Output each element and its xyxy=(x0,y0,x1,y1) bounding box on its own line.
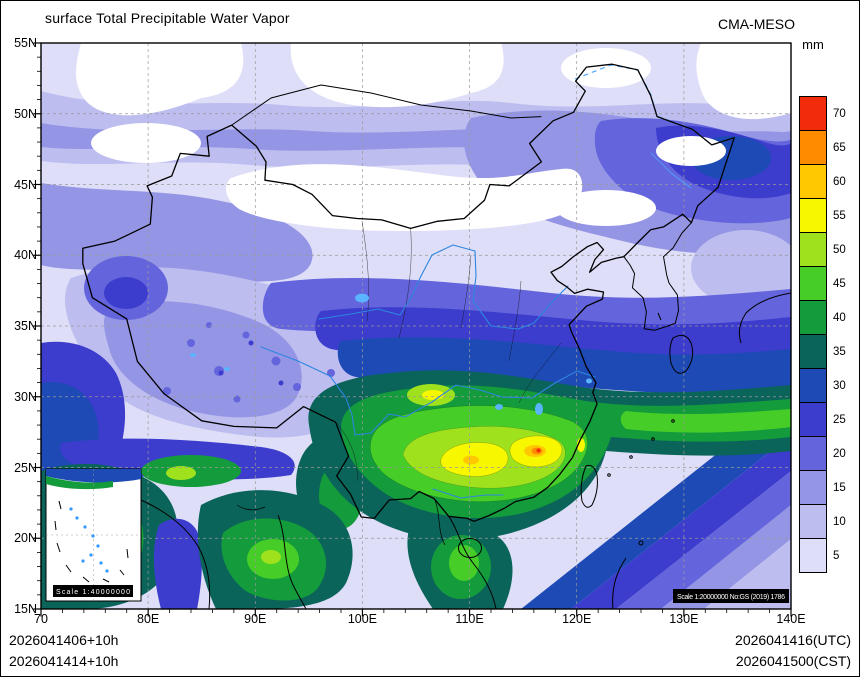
country-borders xyxy=(82,63,735,522)
colorbar: 70 65 60 55 50 45 40 35 30 25 20 15 10 5 xyxy=(799,96,846,573)
map-scale-label: Scale 1:20000000 No:GS (2019) 1786 xyxy=(677,594,785,601)
map-gridlines xyxy=(41,43,791,609)
scale-badge: Scale 1:20000000 No:GS (2019) 1786 xyxy=(673,589,789,603)
colorbar-box xyxy=(799,198,827,233)
map-frame xyxy=(40,42,792,610)
colorbar-tick-label: 35 xyxy=(833,345,846,358)
colorbar-box xyxy=(799,368,827,403)
lat-tick-label: 25N xyxy=(14,460,37,475)
map-canvas: Scale 1:40000000 Scale 1:20000000 No:GS … xyxy=(33,42,792,617)
lat-tick-label: 40N xyxy=(14,248,37,263)
colorbar-box xyxy=(799,232,827,267)
lat-tick-label: 15N xyxy=(14,602,37,616)
lon-tick-label: 130E xyxy=(669,612,699,626)
colorbar-row: 30 xyxy=(799,368,846,403)
colorbar-tick-label: 50 xyxy=(833,243,846,256)
colorbar-tick-label: 5 xyxy=(833,549,840,562)
lat-tick-label: 20N xyxy=(14,531,37,546)
colorbar-box xyxy=(799,300,827,335)
colorbar-box xyxy=(799,164,827,199)
colorbar-row: 10 xyxy=(799,504,846,539)
colorbar-tick-label: 25 xyxy=(833,413,846,426)
inset-dash-line xyxy=(54,500,129,583)
colorbar-tick-label: 10 xyxy=(833,515,846,528)
colorbar-row: 15 xyxy=(799,470,846,505)
footer-left: 2026041406+10h 2026041414+10h xyxy=(9,630,118,672)
colorbar-tick-label: 65 xyxy=(833,141,846,154)
colorbar-box xyxy=(799,130,827,165)
init-forecast-time-cst: 2026041414+10h xyxy=(9,653,119,669)
colorbar-box xyxy=(799,402,827,437)
lon-tick-label: 100E xyxy=(347,612,378,626)
footer-right: 2026041416(UTC) 2026041500(CST) xyxy=(735,630,851,672)
colorbar-row: 25 xyxy=(799,402,846,437)
colorbar-box xyxy=(799,96,827,131)
inset-map: Scale 1:40000000 xyxy=(45,468,142,602)
colorbar-unit-label: mm xyxy=(802,37,824,52)
colorbar-tick-label: 70 xyxy=(833,107,846,120)
valid-time-utc: 2026041416(UTC) xyxy=(735,632,851,648)
colorbar-box xyxy=(799,334,827,369)
colorbar-row: 45 xyxy=(799,266,846,301)
colorbar-row: 70 xyxy=(799,96,846,131)
colorbar-tick-label: 30 xyxy=(833,379,846,392)
colorbar-row: 20 xyxy=(799,436,846,471)
lat-tick-label: 55N xyxy=(14,36,37,50)
map-content xyxy=(41,43,791,609)
colorbar-tick-label: 15 xyxy=(833,481,846,494)
rivers xyxy=(260,152,692,499)
colorbar-tick-label: 60 xyxy=(833,175,846,188)
lon-tick-label: 140E xyxy=(776,612,806,626)
colorbar-tick-label: 55 xyxy=(833,209,846,222)
init-forecast-time-utc: 2026041406+10h xyxy=(9,632,119,648)
lon-tick-label: 120E xyxy=(562,612,592,626)
colorbar-row: 65 xyxy=(799,130,846,165)
colorbar-tick-label: 40 xyxy=(833,311,846,324)
colorbar-row: 60 xyxy=(799,164,846,199)
lat-tick-label: 45N xyxy=(14,177,37,192)
colorbar-tick-label: 20 xyxy=(833,447,846,460)
colorbar-box xyxy=(799,436,827,471)
inset-scale-label: Scale 1:40000000 xyxy=(56,589,130,596)
colorbar-box xyxy=(799,504,827,539)
colorbar-row: 5 xyxy=(799,538,839,573)
lat-tick-label: 35N xyxy=(14,319,37,333)
colorbar-tick-label: 45 xyxy=(833,277,846,290)
lon-tick-label: 90E xyxy=(244,612,267,626)
colorbar-row: 50 xyxy=(799,232,846,267)
colorbar-row: 35 xyxy=(799,334,846,369)
model-name: CMA-MESO xyxy=(718,16,795,32)
inset-islands xyxy=(69,507,109,573)
page-title: surface Total Precipitable Water Vapor xyxy=(45,10,290,26)
lat-tick-label: 30N xyxy=(14,389,37,404)
colorbar-box xyxy=(799,470,827,505)
lon-tick-label: 110E xyxy=(455,612,484,626)
valid-time-cst: 2026041500(CST) xyxy=(735,653,851,669)
colorbar-box xyxy=(799,538,827,573)
lat-tick-label: 50N xyxy=(14,106,37,121)
colorbar-box xyxy=(799,266,827,301)
lon-tick-label: 70 xyxy=(34,612,48,626)
lon-tick-label: 80E xyxy=(137,612,160,626)
colorbar-row: 55 xyxy=(799,198,846,233)
colorbar-row: 40 xyxy=(799,300,846,335)
lakes xyxy=(190,293,592,415)
coastlines xyxy=(135,222,791,609)
